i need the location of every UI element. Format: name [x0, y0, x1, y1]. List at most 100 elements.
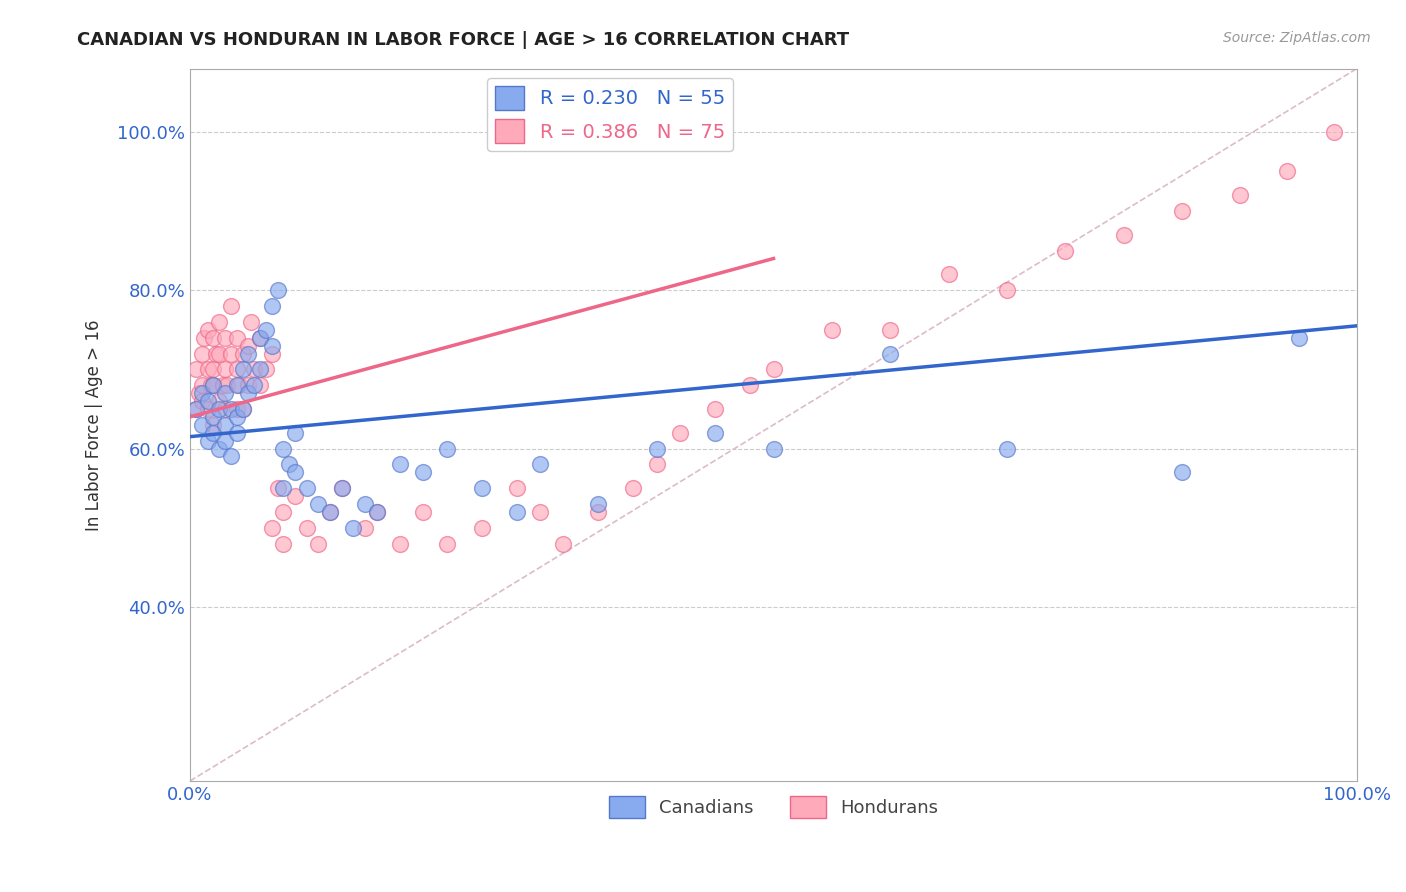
Point [1112, 227, 1135, 242]
Point [217, 378, 239, 392]
Point [1275, 164, 1298, 178]
Point [249, 331, 271, 345]
Point [1229, 188, 1251, 202]
Point [879, 346, 901, 360]
Point [273, 442, 295, 456]
Legend: Canadians, Hondurans: Canadians, Hondurans [602, 789, 946, 825]
Point [273, 505, 295, 519]
Point [214, 417, 236, 432]
Point [295, 481, 318, 495]
Point [879, 323, 901, 337]
Point [588, 505, 610, 519]
Point [588, 497, 610, 511]
Point [225, 331, 247, 345]
Point [1288, 331, 1310, 345]
Point [193, 331, 215, 345]
Point [190, 386, 212, 401]
Point [704, 401, 727, 416]
Point [260, 299, 283, 313]
Point [184, 401, 207, 416]
Point [214, 401, 236, 416]
Point [219, 401, 242, 416]
Point [284, 465, 307, 479]
Point [1054, 244, 1077, 258]
Text: Source: ZipAtlas.com: Source: ZipAtlas.com [1223, 31, 1371, 45]
Point [704, 425, 727, 440]
Point [197, 362, 219, 376]
Point [307, 497, 329, 511]
Point [208, 394, 231, 409]
Point [254, 362, 277, 376]
Point [354, 521, 377, 535]
Point [225, 378, 247, 392]
Point [214, 386, 236, 401]
Point [273, 536, 295, 550]
Point [219, 450, 242, 464]
Point [330, 481, 353, 495]
Point [249, 362, 271, 376]
Point [249, 331, 271, 345]
Point [238, 346, 260, 360]
Point [249, 378, 271, 392]
Point [762, 362, 785, 376]
Point [260, 521, 283, 535]
Point [208, 401, 231, 416]
Point [197, 323, 219, 337]
Point [266, 283, 288, 297]
Point [342, 521, 364, 535]
Point [330, 481, 353, 495]
Point [214, 362, 236, 376]
Point [225, 425, 247, 440]
Point [225, 362, 247, 376]
Point [412, 505, 434, 519]
Point [202, 425, 225, 440]
Y-axis label: In Labor Force | Age > 16: In Labor Force | Age > 16 [86, 319, 103, 531]
Point [214, 434, 236, 448]
Point [1171, 204, 1194, 219]
Point [190, 417, 212, 432]
Point [202, 409, 225, 424]
Point [307, 536, 329, 550]
Point [211, 378, 233, 392]
Point [284, 425, 307, 440]
Point [436, 442, 458, 456]
Point [506, 505, 529, 519]
Point [202, 362, 225, 376]
Point [232, 346, 254, 360]
Point [260, 338, 283, 352]
Point [190, 346, 212, 360]
Point [238, 338, 260, 352]
Point [239, 315, 262, 329]
Point [995, 442, 1018, 456]
Point [389, 536, 412, 550]
Point [529, 505, 551, 519]
Point [366, 505, 388, 519]
Point [232, 362, 254, 376]
Point [623, 481, 645, 495]
Point [202, 331, 225, 345]
Point [200, 378, 222, 392]
Point [197, 434, 219, 448]
Point [278, 458, 301, 472]
Point [506, 481, 529, 495]
Point [254, 323, 277, 337]
Point [319, 505, 342, 519]
Point [232, 401, 254, 416]
Point [471, 521, 494, 535]
Point [471, 481, 494, 495]
Point [238, 386, 260, 401]
Text: CANADIAN VS HONDURAN IN LABOR FORCE | AGE > 16 CORRELATION CHART: CANADIAN VS HONDURAN IN LABOR FORCE | AG… [77, 31, 849, 49]
Point [208, 315, 231, 329]
Point [197, 394, 219, 409]
Point [243, 362, 266, 376]
Point [238, 378, 260, 392]
Point [266, 481, 288, 495]
Point [995, 283, 1018, 297]
Point [219, 299, 242, 313]
Point [208, 346, 231, 360]
Point [762, 442, 785, 456]
Point [228, 378, 250, 392]
Point [354, 497, 377, 511]
Point [436, 536, 458, 550]
Point [740, 378, 762, 392]
